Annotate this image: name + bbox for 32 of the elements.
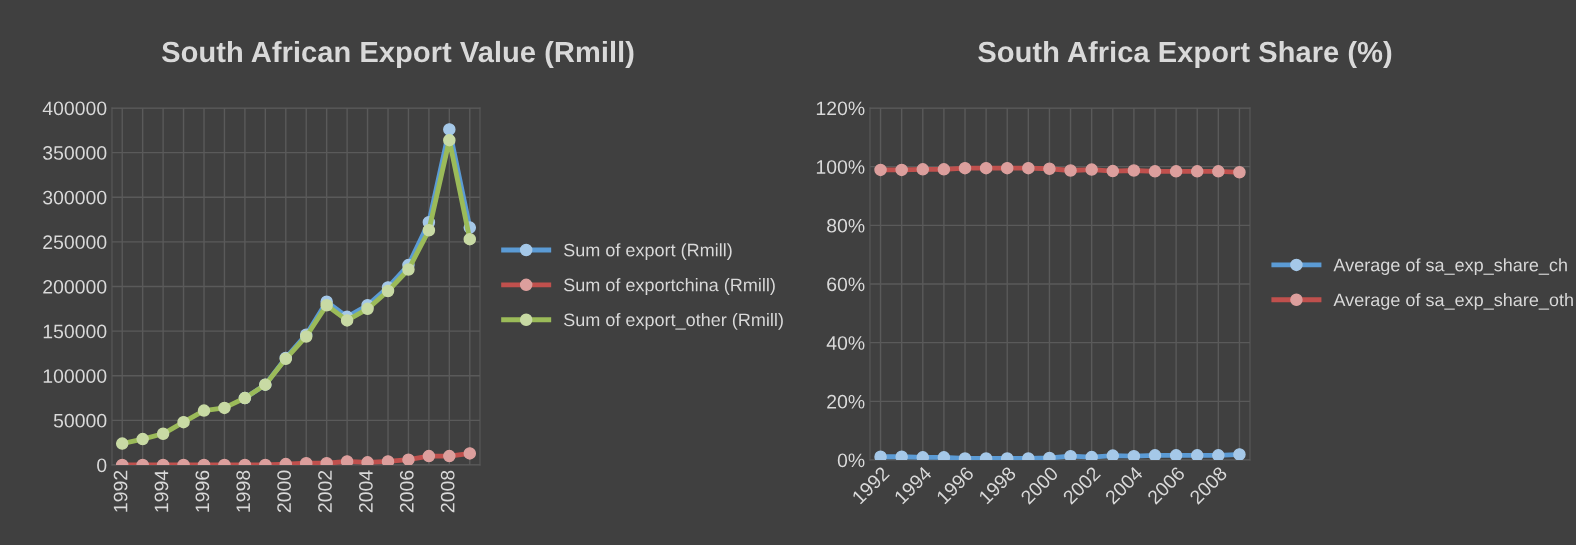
x-tick-label: 2000 [277,470,291,513]
x-tick-label: 2008 [440,470,455,513]
y-tick-label: 120% [816,101,865,116]
y-tick-label: 100000 [43,369,107,383]
y-tick-label: 300000 [43,190,107,205]
chart-title: South African Export Value (Rmill) [161,40,634,69]
y-tick-label: 60% [827,277,865,292]
legend-label: Sum of exportchina (Rmill) [564,278,775,295]
x-tick-label: 1994 [154,470,169,512]
x-tick-label: 1996 [195,470,210,512]
x-tick-label: 2006 [399,470,414,513]
y-tick-label: 250000 [43,235,107,250]
y-tick-label: 0 [97,458,107,473]
y-tick-label: 0% [837,453,865,468]
legend-label: Sum of export_other (Rmill) [564,312,783,330]
x-tick-label: 1998 [236,470,251,512]
x-tick-label: 1992 [113,470,128,512]
legend-label: Sum of export (Rmill) [564,243,732,261]
chart-title: South Africa Export Share (%) [978,40,1392,69]
y-tick-label: 80% [827,218,865,233]
y-tick-label: 350000 [43,146,107,160]
legend-label: Average of sa_exp_share_oth [1333,293,1573,310]
x-tick-label: 2004 [359,470,373,513]
y-tick-label: 150000 [43,324,107,339]
y-tick-label: 50000 [53,413,107,428]
y-tick-label: 40% [826,336,865,350]
x-tick-label: 2002 [318,470,332,513]
y-tick-label: 100% [816,160,865,174]
legend-label: Average of sa_exp_share_ch [1333,258,1567,275]
y-tick-label: 400000 [42,101,107,116]
y-tick-label: 200000 [43,279,107,294]
y-tick-label: 20% [827,394,865,409]
